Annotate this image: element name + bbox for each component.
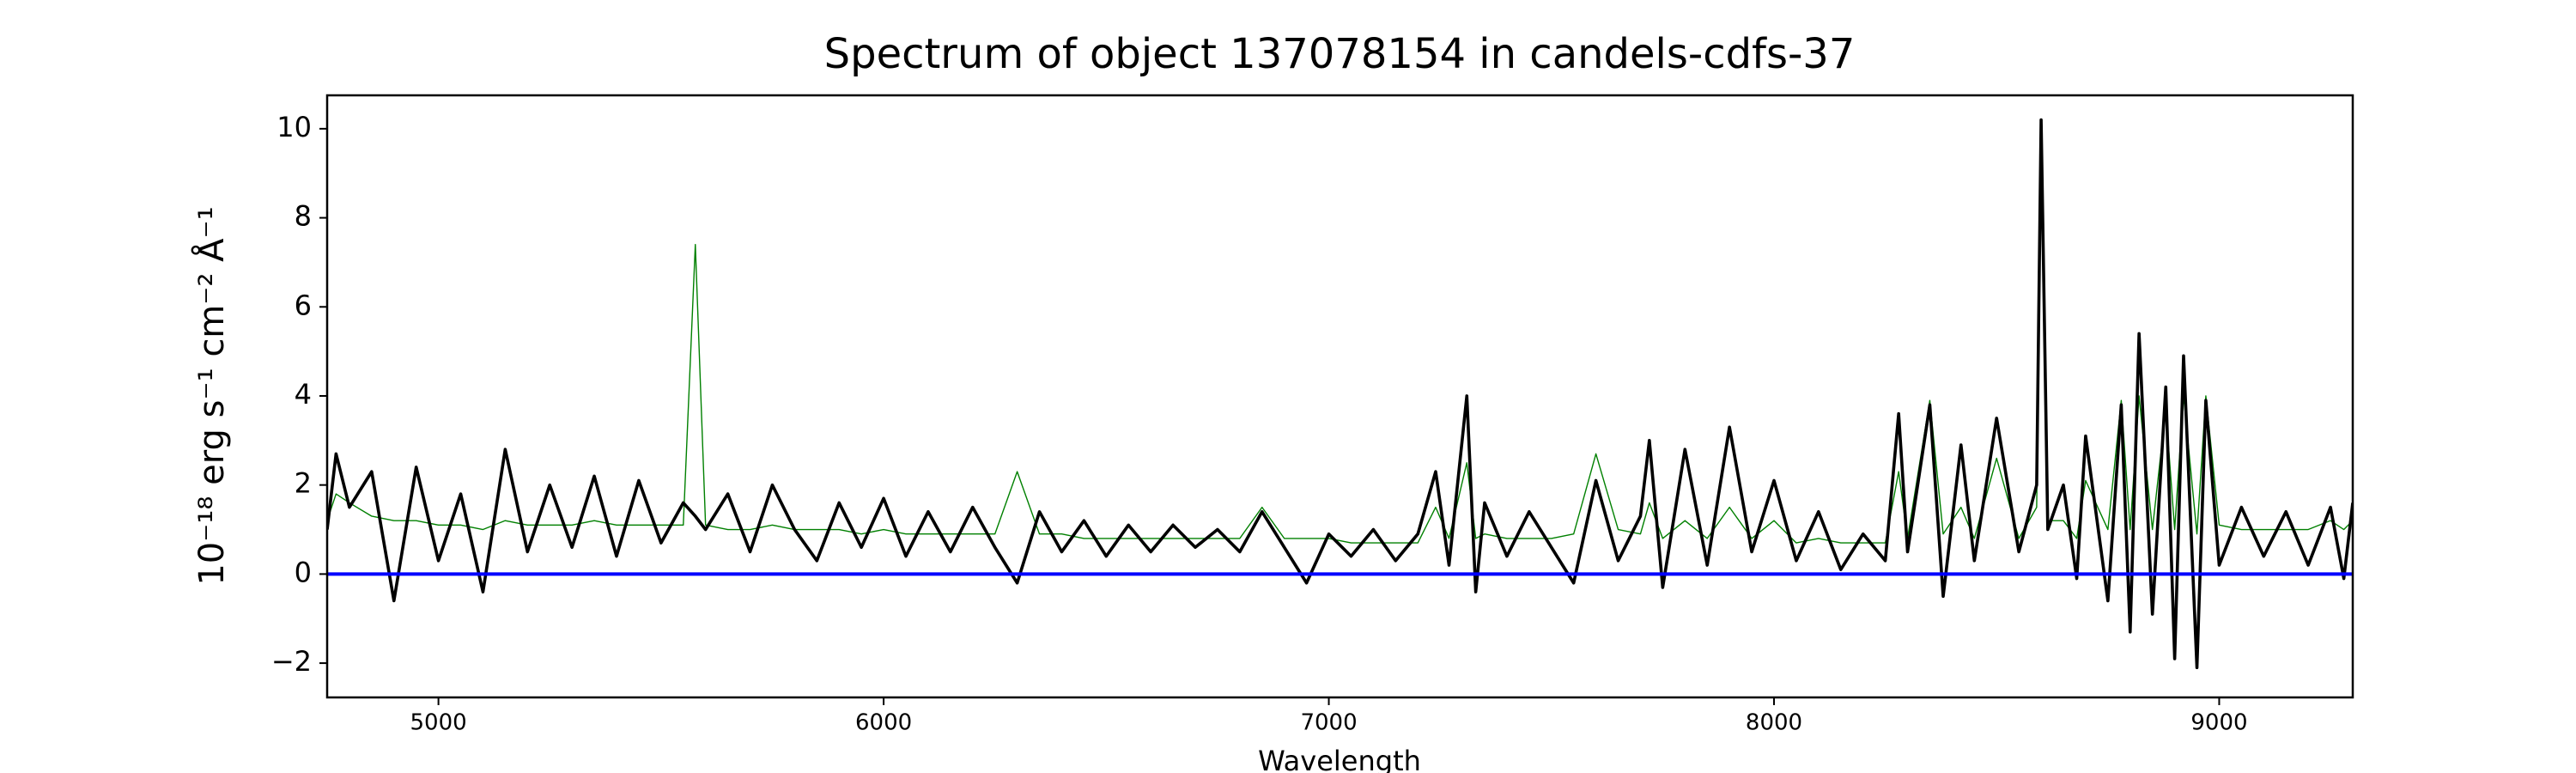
x-tick-label: 7000 [1300, 710, 1357, 736]
y-tick-label: 4 [295, 378, 312, 411]
x-tick-label: 5000 [410, 710, 467, 736]
y-tick-label: −2 [271, 645, 312, 678]
x-tick-label: 6000 [855, 710, 912, 736]
chart-title: Spectrum of object 137078154 in candels-… [824, 30, 1856, 78]
y-tick-label: 10 [276, 111, 312, 143]
y-tick-label: 0 [295, 556, 312, 588]
spectrum-line [327, 118, 2353, 670]
plot-area [327, 118, 2353, 670]
y-tick-label: 2 [295, 467, 312, 500]
x-tick-label: 9000 [2190, 710, 2247, 736]
y-tick-label: 6 [295, 289, 312, 321]
y-axis-label: 10⁻¹⁸ erg s⁻¹ cm⁻² Å⁻¹ [191, 206, 232, 585]
x-tick-label: 8000 [1746, 710, 1802, 736]
y-tick-label: 8 [295, 200, 312, 233]
spectrum-line [327, 150, 2353, 544]
x-axis-label: Wavelength [1258, 745, 1421, 773]
